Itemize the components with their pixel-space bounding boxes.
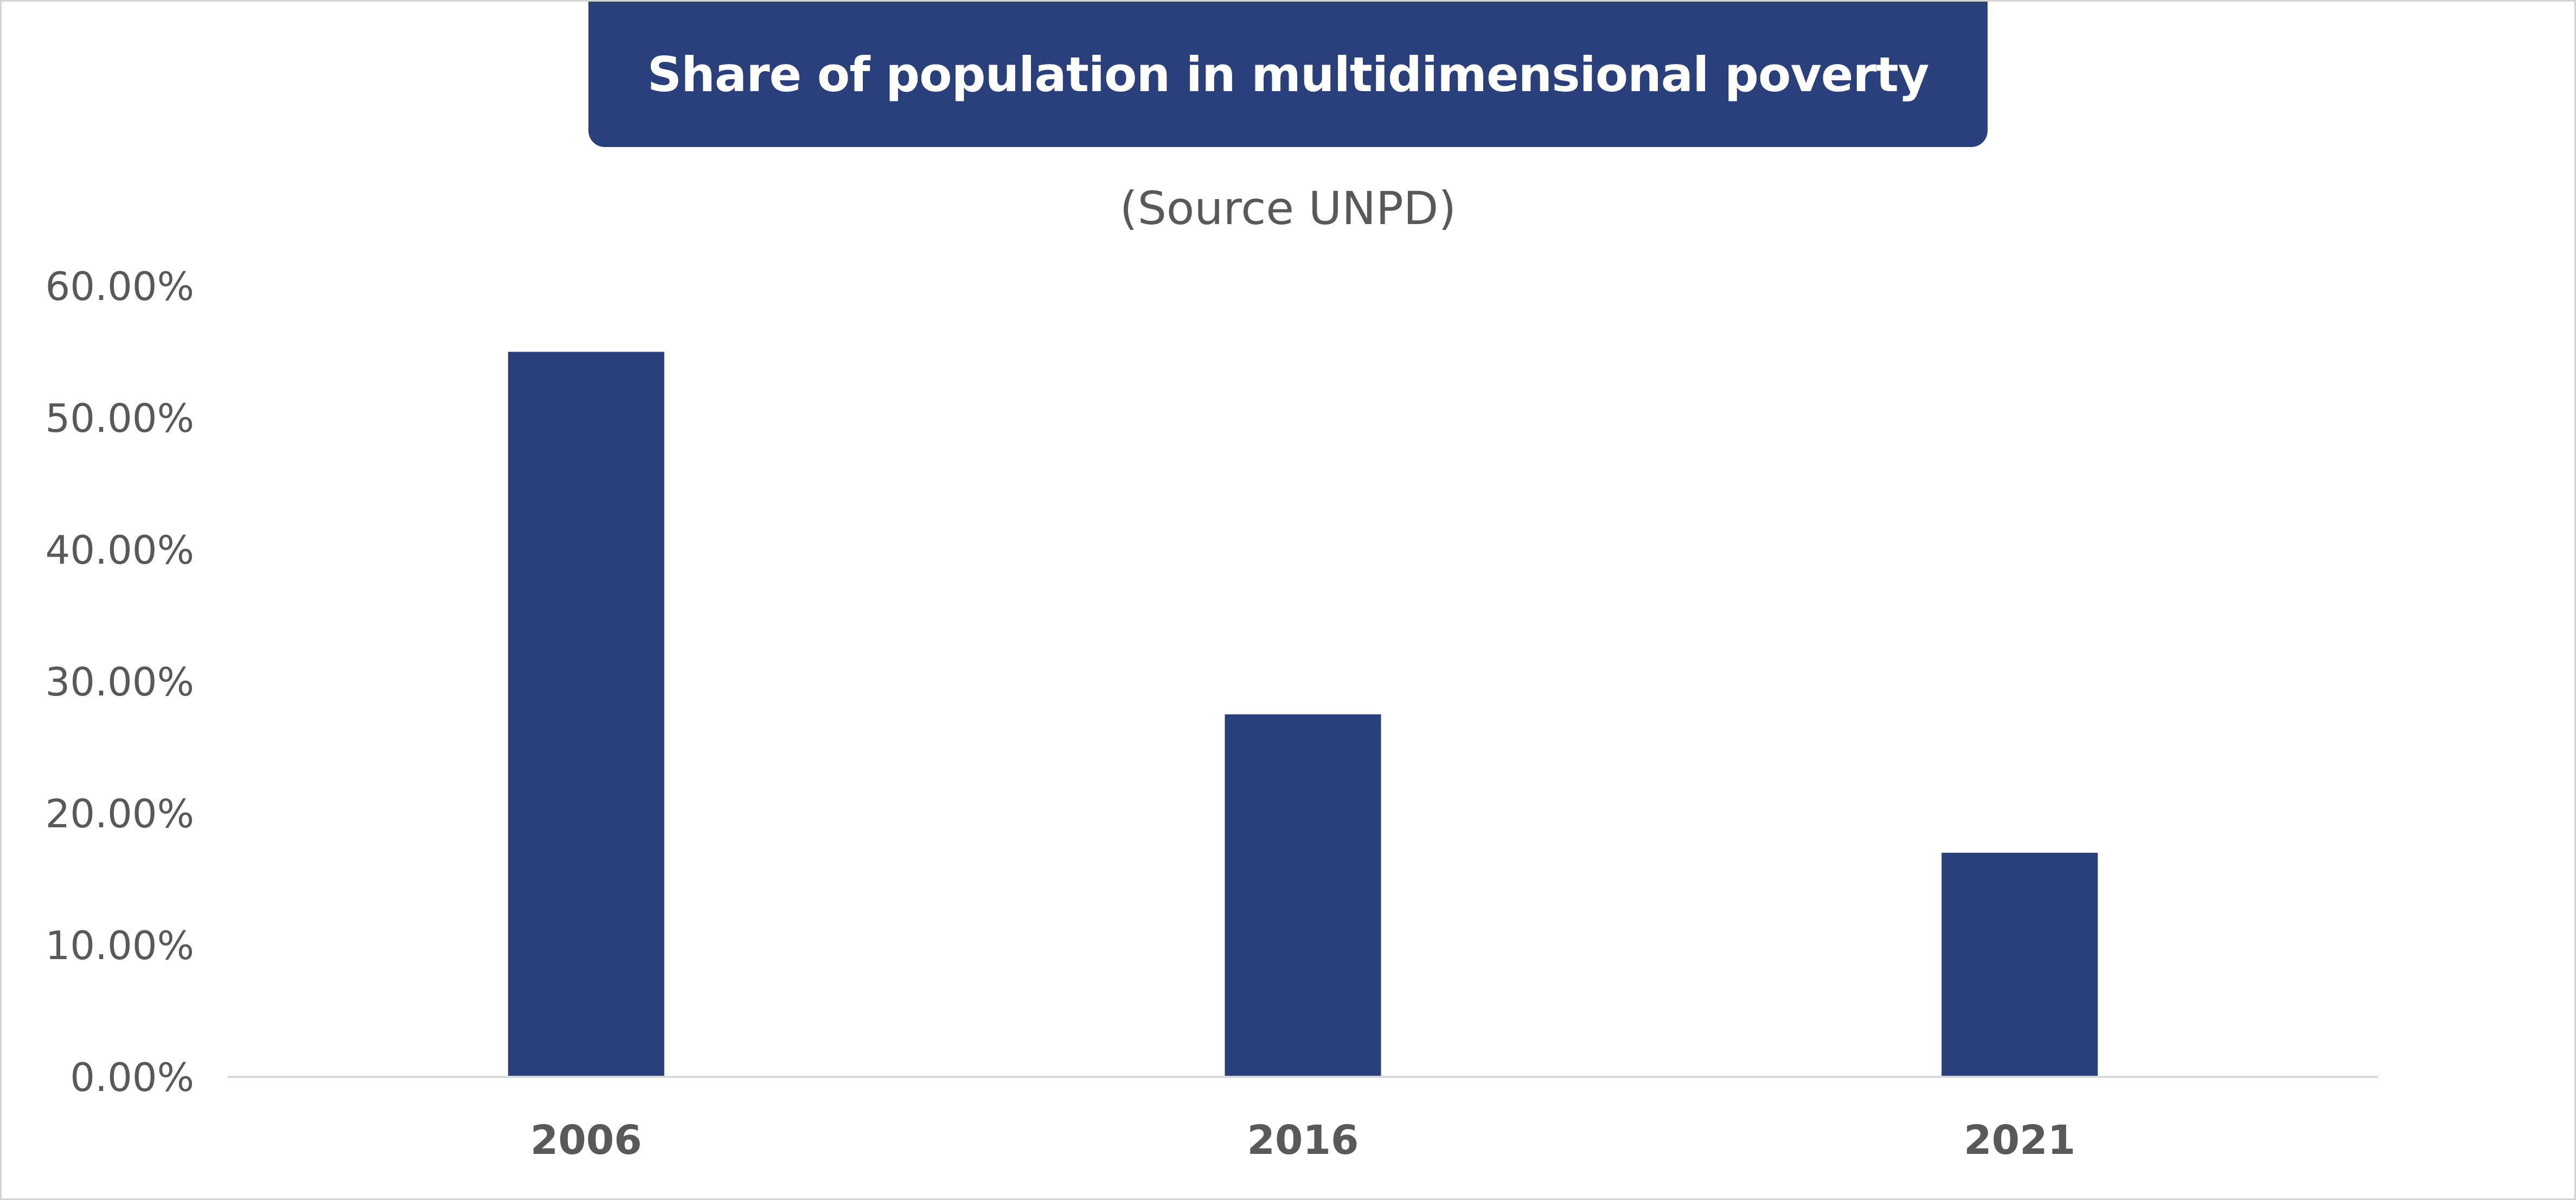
bar-series bbox=[508, 352, 2098, 1077]
bar-2021 bbox=[1941, 852, 2098, 1077]
x-axis-ticks: 2006 2016 2021 bbox=[530, 1117, 2075, 1164]
x-tick-label: 2016 bbox=[1247, 1117, 1359, 1164]
bar-2016 bbox=[1225, 714, 1381, 1077]
chart-title: Share of population in multidimensional … bbox=[647, 46, 1930, 103]
y-tick-label: 0.00% bbox=[70, 1055, 194, 1100]
y-axis-ticks: 0.00% 10.00% 20.00% 30.00% 40.00% 50.00% 60.00… bbox=[45, 264, 194, 1100]
bar-2006 bbox=[508, 352, 664, 1077]
x-tick-label: 2021 bbox=[1964, 1117, 2075, 1164]
y-tick-label: 40.00% bbox=[45, 527, 194, 573]
y-tick-label: 20.00% bbox=[45, 791, 194, 837]
chart-subtitle: (Source UNPD) bbox=[1119, 182, 1457, 235]
x-tick-label: 2006 bbox=[530, 1117, 642, 1164]
y-tick-label: 10.00% bbox=[45, 923, 194, 968]
y-tick-label: 30.00% bbox=[45, 659, 194, 705]
y-tick-label: 50.00% bbox=[45, 395, 194, 441]
y-tick-label: 60.00% bbox=[45, 264, 194, 309]
title-banner: Share of population in multidimensional … bbox=[588, 2, 1988, 147]
